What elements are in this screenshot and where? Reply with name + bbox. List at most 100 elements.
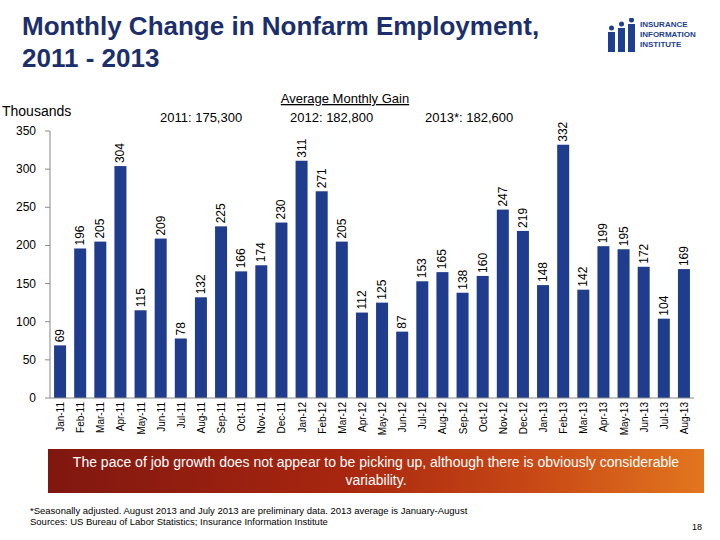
- title: Monthly Change in Nonfarm Employment, 20…: [22, 10, 539, 74]
- bar: [195, 297, 207, 398]
- footnotes: *Seasonally adjusted. August 2013 and Ju…: [30, 505, 467, 527]
- bar: [235, 271, 247, 398]
- bar: [135, 310, 147, 398]
- y-axis: [50, 131, 51, 398]
- data-label: 153: [415, 258, 429, 278]
- logo-icon: [606, 18, 638, 54]
- data-label: 230: [274, 199, 288, 219]
- data-label: 219: [516, 208, 530, 228]
- x-tick-label: Jun-13: [639, 402, 650, 433]
- data-label: 125: [375, 279, 389, 299]
- data-label: 271: [315, 168, 329, 188]
- annotation: 2012: 182,800: [290, 110, 373, 125]
- logo-bar: [608, 32, 615, 52]
- x-tick-label: Mar-13: [578, 402, 589, 434]
- bar: [678, 269, 690, 398]
- data-label: 112: [355, 290, 369, 309]
- x-tick-label: Nov-12: [498, 402, 509, 435]
- logo-word: INSTITUTE: [640, 40, 696, 50]
- y-tick: [45, 283, 50, 284]
- x-tick-label: Jan-13: [538, 402, 549, 433]
- y-tick-label: 0: [29, 391, 36, 405]
- y-tick: [45, 169, 50, 170]
- y-tick-label: 100: [16, 315, 36, 329]
- data-label: 195: [617, 226, 631, 246]
- x-tick-label: Jan-11: [55, 402, 66, 432]
- y-tick-label: 250: [16, 200, 36, 214]
- y-tick-label: 300: [16, 162, 36, 176]
- caption: The pace of job growth does not appear t…: [48, 449, 704, 493]
- bar: [74, 248, 86, 398]
- bar: [537, 285, 549, 398]
- logo-bar: [618, 28, 625, 52]
- x-tick-label: Dec-11: [276, 402, 287, 434]
- x-tick-label: Apr-11: [115, 402, 126, 432]
- logo-bar: [628, 24, 635, 52]
- logo-word: INSURANCE: [640, 20, 696, 30]
- bar: [296, 161, 308, 398]
- x-tick-label: Jan-12: [297, 402, 308, 433]
- x-tick-label: Oct-12: [478, 402, 489, 432]
- chart: Thousands Average Monthly Gain 2011: 175,3…: [0, 0, 720, 450]
- data-label: 132: [194, 274, 208, 294]
- bar: [336, 242, 348, 398]
- annotation: 2011: 175,300: [160, 110, 242, 125]
- page-number: 18: [692, 522, 702, 532]
- logo-dot: [609, 26, 614, 31]
- x-tick-label: Jun-11: [156, 402, 167, 432]
- logo-text: INSURANCEINFORMATIONINSTITUTE: [640, 20, 696, 50]
- bar: [54, 345, 66, 398]
- x-axis: [50, 398, 694, 399]
- data-label: 199: [596, 223, 610, 243]
- annotation-heading: Average Monthly Gain: [281, 91, 409, 106]
- x-tick-label: May-13: [619, 402, 630, 436]
- y-tick: [45, 321, 50, 322]
- data-label: 196: [73, 225, 87, 245]
- bar: [175, 338, 187, 398]
- data-label: 169: [677, 246, 691, 266]
- data-label: 142: [576, 266, 590, 286]
- data-label: 247: [496, 186, 510, 206]
- x-tick-label: Aug-11: [196, 402, 207, 434]
- y-label: Thousands: [2, 103, 71, 119]
- bar: [618, 249, 630, 398]
- bar: [638, 267, 650, 398]
- bar: [356, 313, 368, 398]
- bars: [54, 145, 690, 398]
- data-label: 205: [335, 218, 349, 238]
- x-tick-label: Jul-11: [176, 402, 187, 429]
- bar: [436, 272, 448, 398]
- bar: [416, 281, 428, 398]
- bar: [316, 191, 328, 398]
- bar: [557, 145, 569, 398]
- data-label: 87: [395, 315, 409, 329]
- bar: [396, 332, 408, 398]
- y-tick-label: 150: [16, 277, 36, 291]
- x-tick-label: Sep-11: [216, 402, 227, 434]
- data-label: 304: [113, 143, 127, 163]
- bar: [597, 246, 609, 398]
- data-label: 172: [637, 243, 651, 263]
- y-tick: [45, 245, 50, 246]
- logo-dot: [629, 18, 634, 23]
- y-tick-label: 50: [23, 353, 37, 367]
- x-tick-label: Nov-11: [256, 402, 267, 434]
- x-tick-label: Mar-12: [337, 402, 348, 434]
- logo: INSURANCEINFORMATIONINSTITUTE: [606, 18, 716, 68]
- bar: [155, 239, 167, 398]
- annotation: 2013*: 182,600: [425, 110, 513, 125]
- x-tick-label: Feb-12: [317, 402, 328, 434]
- x-tick-label: Jun-12: [397, 402, 408, 433]
- y-tick-label: 200: [16, 238, 36, 252]
- x-tick-label: Jul-13: [659, 402, 670, 430]
- data-label: 311: [295, 138, 309, 157]
- x-tick-label: Jul-12: [417, 402, 428, 430]
- y-tick: [45, 131, 50, 132]
- data-label: 174: [254, 242, 268, 262]
- bar: [658, 319, 670, 398]
- bar: [577, 290, 589, 398]
- y-tick: [45, 398, 50, 399]
- data-label: 209: [154, 215, 168, 235]
- x-tick-label: Apr-13: [598, 402, 609, 432]
- bar: [457, 293, 469, 398]
